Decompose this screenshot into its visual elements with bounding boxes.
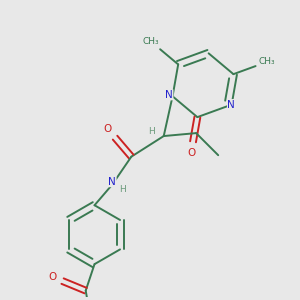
Text: O: O xyxy=(103,124,112,134)
Text: H: H xyxy=(119,184,126,194)
Text: N: N xyxy=(227,100,235,110)
Text: CH₃: CH₃ xyxy=(142,37,159,46)
Text: O: O xyxy=(48,272,56,282)
Text: O: O xyxy=(187,148,195,158)
Text: N: N xyxy=(108,177,116,187)
Text: H: H xyxy=(148,127,155,136)
Text: N: N xyxy=(165,90,173,100)
Text: CH₃: CH₃ xyxy=(259,57,275,66)
